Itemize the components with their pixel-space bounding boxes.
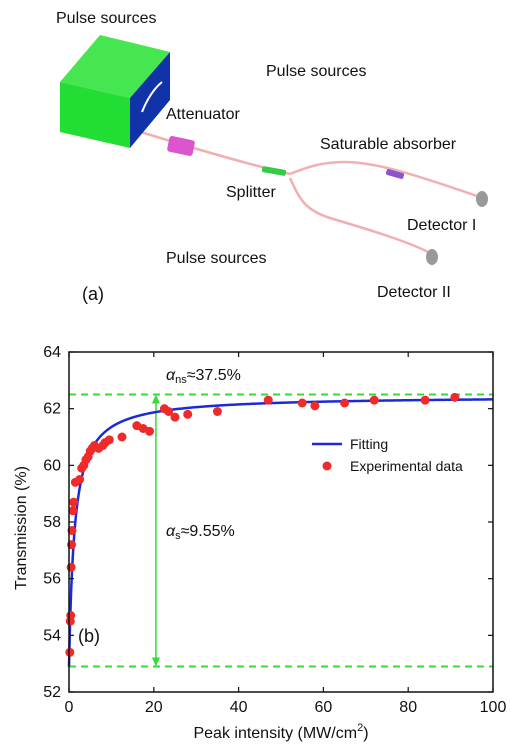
source-box-display [141, 81, 163, 113]
y-tick-label: 60 [43, 457, 61, 474]
alpha-s-annotation: αs≈9.55% [166, 523, 235, 542]
modulation-arrow-head-top [151, 394, 160, 404]
reference-lines-layer [69, 393, 493, 668]
data-point [369, 395, 379, 405]
x-tick-label: 100 [480, 699, 507, 716]
data-point [117, 432, 127, 442]
data-point [69, 497, 79, 507]
saturable-absorber-device [385, 169, 405, 179]
splitter-device [261, 166, 287, 176]
y-axis-label: Transmission (%) [13, 466, 30, 590]
data-point [297, 398, 307, 408]
alpha-ns-sub: ns [175, 374, 187, 386]
source-box-top [60, 35, 170, 98]
x-tick-label: 60 [315, 699, 333, 716]
modulation-arrow-head-bottom [151, 657, 160, 667]
alpha-ns-annotation: αns≈37.5% [166, 367, 241, 386]
data-point [450, 392, 460, 402]
detector-1-label: Detector I [407, 217, 477, 234]
data-point [263, 395, 273, 405]
saturable-absorber-label: Saturable absorber [320, 136, 457, 153]
x-axis-label-end: ) [363, 725, 368, 742]
pulse-sources-label-1: Pulse sources [56, 10, 157, 27]
detector-2-label: Detector II [377, 284, 451, 301]
attenuator-device [167, 136, 195, 156]
setup-diagram [60, 35, 488, 265]
x-tick-label: 20 [145, 699, 163, 716]
pulse-source-box [60, 35, 170, 148]
splitter-label: Splitter [226, 184, 276, 201]
fit-curve-layer [67, 398, 494, 667]
data-point [66, 611, 76, 620]
y-tick-label: 52 [43, 684, 61, 701]
alpha-s-sub: s [175, 530, 181, 542]
legend-data-swatch [322, 461, 332, 471]
data-point [340, 398, 350, 408]
data-point [164, 407, 174, 416]
alpha-s-text: ≈9.55% [181, 523, 235, 540]
pulse-sources-label-2: Pulse sources [266, 63, 367, 80]
data-point [75, 475, 85, 484]
panel-b-label: (b) [78, 626, 100, 646]
data-point [66, 562, 76, 572]
alpha-ns-text: ≈37.5% [187, 367, 241, 384]
data-point [420, 395, 430, 405]
x-tick-label: 0 [65, 699, 74, 716]
y-tick-label: 58 [43, 514, 61, 531]
x-tick-label: 80 [399, 699, 417, 716]
fiber-splitter-to-detector-2 [288, 177, 433, 256]
data-point [145, 426, 155, 436]
transmission-chart: 0 20 40 60 80 100 52 54 56 58 60 62 64 Transmission … [13, 344, 506, 742]
data-point [68, 506, 78, 516]
x-tick-label: 40 [230, 699, 248, 716]
legend-data-label: Experimental data [350, 458, 463, 474]
y-tick-label: 54 [43, 627, 61, 644]
detector-2-device [426, 249, 438, 265]
data-point [104, 435, 114, 445]
fitting-curve [67, 398, 494, 667]
y-tick-label: 62 [43, 401, 61, 418]
data-points-layer [65, 392, 460, 657]
x-axis-label-sup: 2 [357, 722, 363, 734]
detector-1-device [476, 191, 488, 207]
legend: Fitting Experimental data [312, 436, 463, 474]
data-point [170, 412, 180, 422]
y-tick-label: 64 [43, 344, 61, 361]
data-point [310, 401, 320, 411]
source-box-front [60, 82, 130, 148]
data-point [212, 407, 222, 416]
y-tick-label: 56 [43, 571, 61, 588]
fiber-splitter-to-absorber [289, 160, 484, 200]
pulse-sources-label-3: Pulse sources [166, 250, 267, 267]
x-axis-label: Peak intensity (MW/cm2) [193, 722, 368, 742]
alpha-ns-symbol: α [166, 367, 176, 384]
x-axis-label-main: Peak intensity (MW/cm [193, 725, 357, 742]
source-box-panel [130, 52, 170, 148]
data-point [65, 647, 75, 657]
panel-a-label: (a) [82, 284, 104, 304]
attenuator-label: Attenuator [166, 106, 240, 123]
legend-fit-label: Fitting [350, 436, 388, 452]
data-point [183, 409, 193, 419]
alpha-s-symbol: α [166, 523, 176, 540]
ticks-layer: 0 20 40 60 80 100 52 54 56 58 60 62 64 [43, 344, 506, 716]
